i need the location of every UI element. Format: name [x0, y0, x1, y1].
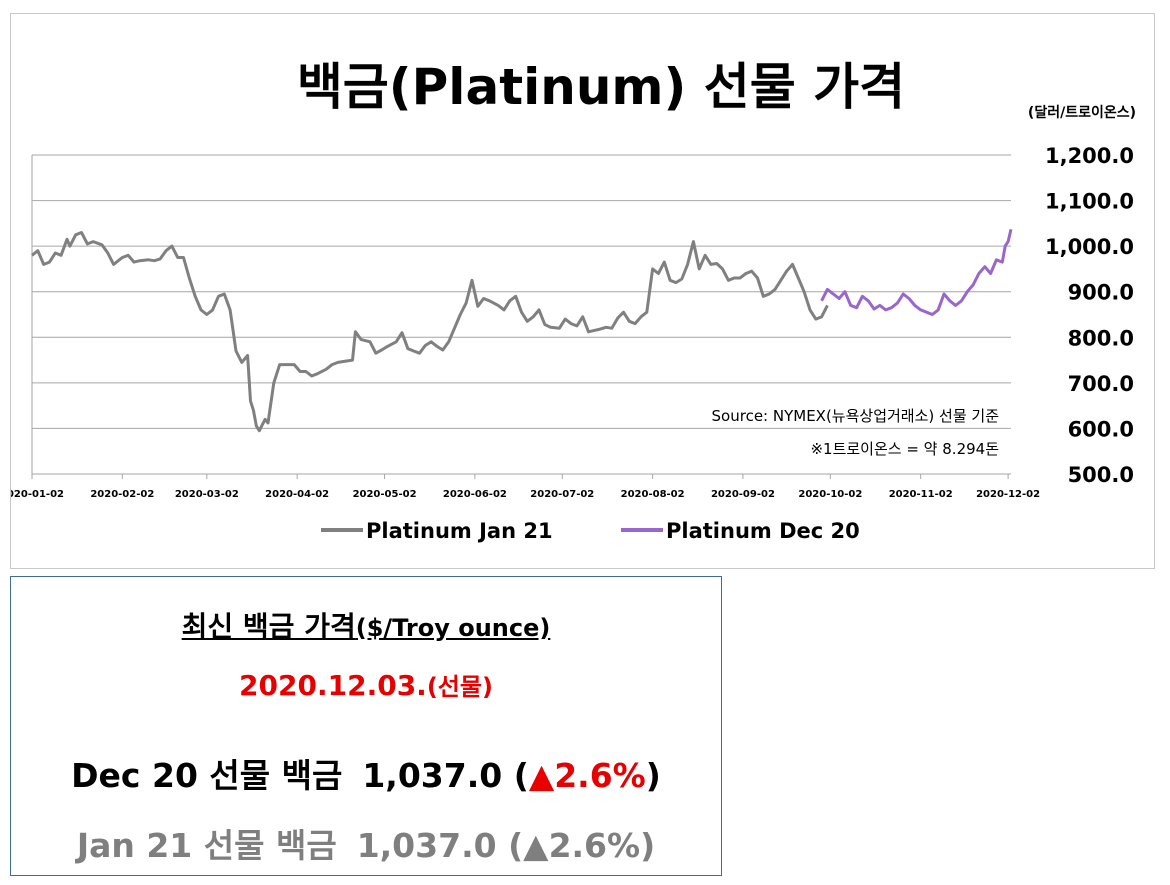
- jan21-paren-close: ): [640, 826, 656, 865]
- dec20-change: 2.6%: [554, 756, 646, 795]
- latest-price-panel: 최신 백금 가격($/Troy ounce) 2020.12.03.(선물) D…: [10, 576, 722, 876]
- x-tick-label: 2020-03-02: [175, 489, 239, 500]
- unit-label: (달러/트로이온스): [1028, 104, 1136, 121]
- chart-frame: 백금(Platinum) 선물 가격 (달러/트로이온스) 1,200.0 1,1…: [10, 13, 1155, 569]
- up-triangle-icon: ▲: [528, 756, 555, 795]
- x-tick-label: 2020-05-02: [353, 489, 417, 500]
- x-tick-label: 2020-04-02: [265, 489, 329, 500]
- series-line-dec20: [820, 228, 1013, 316]
- dec20-price-row: Dec 20 선물 백금 1,037.0 (▲2.6%): [11, 749, 721, 797]
- panel-title-unit: ($/Troy ounce): [355, 614, 551, 642]
- price-date-text: 2020.12.03.: [239, 669, 427, 702]
- panel-title: 최신 백금 가격($/Troy ounce): [11, 605, 721, 645]
- x-tick-label: 2020-01-02: [11, 489, 64, 500]
- legend-label-jan21: Platinum Jan 21: [366, 519, 553, 543]
- dec20-paren-open: (: [513, 756, 529, 795]
- legend-label-dec20: Platinum Dec 20: [666, 519, 860, 543]
- x-tick-label: 2020-10-02: [798, 489, 862, 500]
- x-tick-label: 2020-09-02: [711, 489, 775, 500]
- chart-title: 백금(Platinum) 선물 가격: [297, 58, 905, 116]
- series-line-jan21: [31, 231, 829, 433]
- y-tick-label: 1,100.0: [1045, 190, 1134, 214]
- y-tick-label: 700.0: [1068, 372, 1134, 396]
- price-date-suffix: (선물): [426, 673, 493, 701]
- annotation-note: ※1트로이온스 = 약 8.294돈: [810, 440, 999, 458]
- y-tick-label: 1,000.0: [1045, 235, 1134, 259]
- dec20-value: 1,037.0: [362, 756, 503, 795]
- x-tick-label: 2020-02-02: [90, 489, 154, 500]
- y-tick-label: 900.0: [1068, 281, 1134, 305]
- jan21-value: 1,037.0: [356, 826, 497, 865]
- x-tick-label: 2020-11-02: [889, 489, 953, 500]
- up-triangle-icon: ▲: [523, 826, 549, 865]
- y-tick-label: 600.0: [1068, 417, 1134, 441]
- jan21-price-row: Jan 21 선물 백금 1,037.0 (▲2.6%): [11, 819, 721, 867]
- x-tick-label: 2020-12-02: [976, 489, 1040, 500]
- legend: Platinum Jan 21 Platinum Dec 20: [321, 519, 860, 543]
- x-tick-label: 2020-06-02: [443, 489, 507, 500]
- annotation-source: Source: NYMEX(뉴욕상업거래소) 선물 기준: [712, 407, 1000, 425]
- dec20-paren-close: ): [645, 756, 661, 795]
- x-tick-label: 2020-08-02: [621, 489, 685, 500]
- jan21-paren-open: (: [508, 826, 524, 865]
- platinum-price-chart: 백금(Platinum) 선물 가격 (달러/트로이온스) 1,200.0 1,1…: [11, 58, 1136, 543]
- dec20-label: Dec 20 선물 백금: [71, 756, 343, 795]
- panel-title-text: 최신 백금 가격: [181, 610, 356, 643]
- y-tick-label: 800.0: [1068, 326, 1134, 350]
- x-tick-label: 2020-07-02: [530, 489, 594, 500]
- jan21-label: Jan 21 선물 백금: [76, 826, 337, 865]
- price-date: 2020.12.03.(선물): [11, 667, 721, 702]
- y-tick-label: 1,200.0: [1045, 144, 1134, 168]
- jan21-change: 2.6%: [548, 826, 641, 865]
- y-tick-label: 500.0: [1068, 463, 1134, 487]
